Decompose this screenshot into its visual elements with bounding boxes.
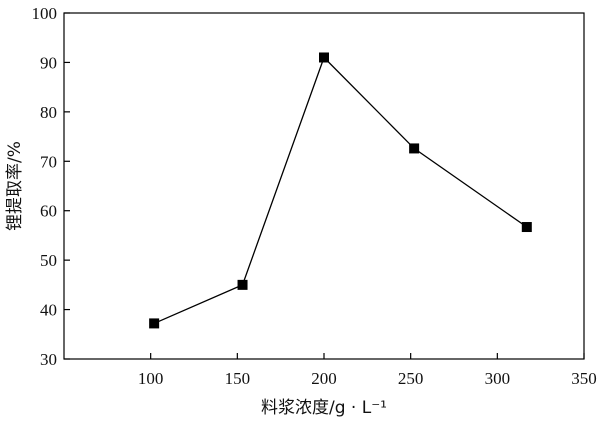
data-point	[521, 222, 532, 233]
y-axis-ticks: 30 40 50 60 70 80 90 100	[32, 4, 70, 369]
x-tick-label: 250	[398, 369, 424, 388]
x-axis-ticks: 100 150 200 250 300 350	[138, 353, 597, 388]
x-tick-label: 100	[138, 369, 164, 388]
series-line	[153, 56, 528, 325]
y-axis-title: 锂提取率/%	[5, 141, 25, 231]
x-axis-title: 料浆浓度/g · L⁻¹	[261, 398, 387, 418]
x-tick-label: 350	[571, 369, 597, 388]
x-tick-label: 150	[225, 369, 251, 388]
y-tick-label: 90	[40, 53, 57, 72]
data-point	[319, 52, 329, 63]
x-tick-label: 300	[485, 369, 511, 388]
y-tick-label: 30	[40, 350, 57, 369]
data-point	[409, 143, 420, 154]
data-point	[237, 279, 248, 290]
y-tick-label: 50	[40, 251, 57, 270]
y-tick-label: 100	[32, 4, 58, 23]
plot-frame	[63, 12, 585, 360]
y-tick-label: 70	[40, 152, 57, 171]
y-tick-label: 80	[40, 103, 57, 122]
x-tick-label: 200	[311, 369, 337, 388]
y-tick-label: 60	[40, 202, 57, 221]
data-point	[149, 318, 160, 329]
series-layer	[149, 52, 532, 329]
y-tick-label: 40	[40, 301, 57, 320]
